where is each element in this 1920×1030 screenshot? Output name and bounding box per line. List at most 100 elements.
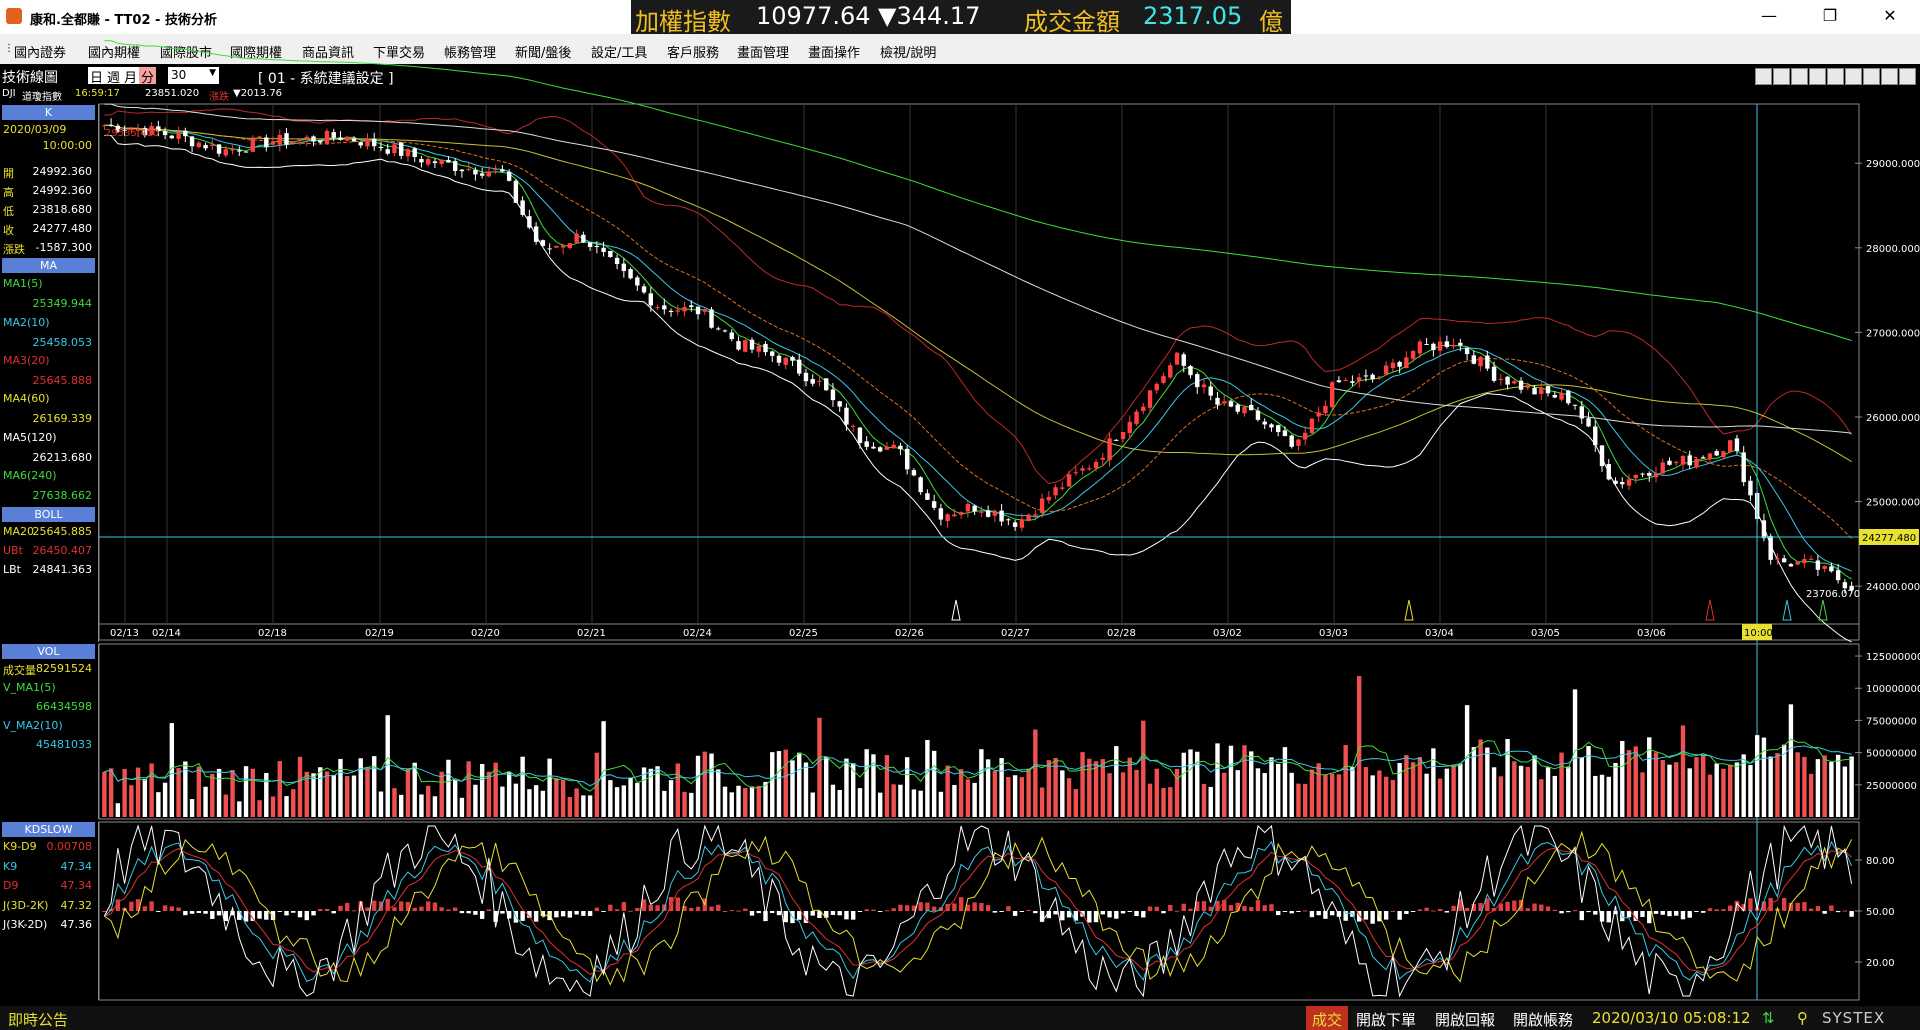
menu-item-domestic-futures[interactable]: 國內期權 bbox=[88, 46, 141, 61]
volume-bar bbox=[1802, 756, 1807, 817]
chart-type-icon[interactable] bbox=[1863, 68, 1880, 85]
candle-body bbox=[473, 169, 478, 175]
candle-body bbox=[378, 146, 384, 148]
candle-body bbox=[264, 137, 269, 148]
period-month[interactable]: 月 bbox=[124, 71, 138, 86]
period-day[interactable]: 日 bbox=[90, 71, 104, 86]
kd-hist-bar bbox=[844, 911, 849, 920]
kd-hist-bar bbox=[1397, 911, 1402, 920]
ticker-amount-label: 成交金額 bbox=[1024, 8, 1120, 36]
k-row-label: 高 bbox=[3, 186, 14, 199]
volume-bar bbox=[574, 788, 579, 817]
volume-bar bbox=[655, 766, 660, 817]
kd-hist-bar bbox=[1647, 911, 1652, 924]
volume-bar bbox=[513, 783, 519, 817]
candle-body bbox=[1228, 401, 1234, 407]
menu-item-domestic-securities[interactable]: 國內證券 bbox=[14, 46, 67, 61]
period-minute[interactable]: 分 bbox=[139, 67, 157, 86]
menu-item-settings[interactable]: 設定/工具 bbox=[591, 46, 648, 61]
menu-item-intl-stocks[interactable]: 國際股市 bbox=[160, 46, 213, 61]
menu-item-screen-ops[interactable]: 畫面操作 bbox=[808, 46, 861, 61]
boll-panel-header: BOLL bbox=[2, 507, 95, 522]
volume-bar bbox=[904, 757, 910, 817]
kd-hist-bar bbox=[1012, 911, 1018, 916]
volume-bar bbox=[749, 786, 755, 817]
volume-bar bbox=[1458, 763, 1463, 817]
candle-body bbox=[1727, 440, 1733, 453]
kd-hist-bar bbox=[311, 911, 316, 916]
volume-bar bbox=[1761, 737, 1767, 817]
kd-hist-bar bbox=[581, 911, 586, 916]
ticker-amount: 2317.05 bbox=[1143, 2, 1243, 30]
volume-bar bbox=[931, 750, 937, 817]
zoom-out-icon[interactable] bbox=[1773, 68, 1790, 85]
kd-hist-bar bbox=[972, 902, 977, 911]
notice-label[interactable]: 即時公告 bbox=[8, 1011, 69, 1029]
zoom-fit-icon[interactable] bbox=[1755, 68, 1772, 85]
volume-bar bbox=[304, 771, 309, 817]
ma2-value: 25458.053 bbox=[32, 336, 93, 349]
candle-body bbox=[877, 447, 883, 452]
menu-item-service[interactable]: 客戶服務 bbox=[667, 46, 720, 61]
interval-select[interactable]: 30 ▼ bbox=[168, 67, 219, 84]
vma2-value: 45481033 bbox=[36, 738, 92, 751]
period-week[interactable]: 週 bbox=[107, 71, 121, 86]
kd-hist-bar bbox=[1674, 911, 1679, 916]
candle-body bbox=[1410, 351, 1416, 359]
candle-body bbox=[1647, 473, 1652, 476]
open-account-button[interactable]: 開啟帳務 bbox=[1513, 1011, 1574, 1029]
search-plus-icon[interactable] bbox=[1845, 68, 1862, 85]
quote-name: 道瓊指數 bbox=[22, 92, 62, 103]
volume-bar bbox=[857, 788, 863, 817]
search-icon[interactable] bbox=[1827, 68, 1844, 85]
price-tick-label: 24000.000 bbox=[1866, 582, 1920, 593]
fills-button[interactable]: 成交 bbox=[1306, 1006, 1349, 1030]
k9-value: 47.34 bbox=[60, 860, 93, 873]
candle-body bbox=[122, 129, 127, 131]
candle-body bbox=[850, 425, 856, 427]
volume-bar bbox=[149, 763, 154, 817]
candle-body bbox=[506, 171, 512, 181]
menu-item-news[interactable]: 新聞/盤後 bbox=[515, 46, 572, 61]
low-label: 23706.070 bbox=[1806, 589, 1860, 600]
candle-body bbox=[1788, 564, 1794, 567]
maximize-button[interactable]: ❐ bbox=[1822, 6, 1838, 25]
ma4-value: 26169.339 bbox=[32, 412, 93, 425]
kd-hist-bar bbox=[533, 911, 539, 922]
menu-item-view-help[interactable]: 檢視/說明 bbox=[880, 46, 937, 61]
volume-bar bbox=[1329, 773, 1335, 817]
menu-item-screen-mgmt[interactable]: 畫面管理 bbox=[737, 46, 790, 61]
close-button[interactable]: ✕ bbox=[1883, 6, 1897, 25]
candle-body bbox=[1060, 487, 1065, 489]
volume-bar bbox=[318, 767, 323, 817]
menu-item-trading[interactable]: 下單交易 bbox=[373, 46, 426, 61]
candle-body bbox=[1491, 366, 1497, 381]
save-icon[interactable] bbox=[1881, 68, 1898, 85]
menu-item-product-info[interactable]: 商品資訊 bbox=[302, 46, 355, 61]
minimize-button[interactable]: — bbox=[1761, 6, 1777, 25]
kd-hist-bar bbox=[1114, 911, 1119, 919]
kd-hist-bar bbox=[1626, 911, 1632, 918]
kd-hist-bar bbox=[1606, 911, 1611, 923]
candle-body bbox=[857, 427, 863, 443]
candle-body bbox=[1316, 412, 1321, 417]
print-icon[interactable] bbox=[1899, 68, 1916, 85]
volume-bar bbox=[844, 758, 849, 817]
candle-body bbox=[486, 171, 492, 177]
menu-item-intl-futures[interactable]: 國際期權 bbox=[230, 46, 283, 61]
kd-axis: 80.00 50.00 20.00 bbox=[1855, 856, 1895, 969]
open-order-button[interactable]: 開啟下單 bbox=[1356, 1011, 1417, 1029]
menu-item-accounts[interactable]: 帳務管理 bbox=[444, 46, 497, 61]
volume-bar bbox=[452, 779, 458, 817]
open-report-button[interactable]: 開啟回報 bbox=[1435, 1011, 1496, 1029]
technical-chart[interactable]: 29000.000 28000.000 27000.000 26000.000 2500… bbox=[0, 0, 1920, 1006]
volume-bar bbox=[783, 749, 788, 817]
candle-body bbox=[1680, 455, 1686, 465]
kd-hist-bar bbox=[641, 899, 647, 911]
date-tick-label: 02/27 bbox=[1001, 628, 1030, 639]
zoom-in-icon[interactable] bbox=[1791, 68, 1808, 85]
date-tick-label: 02/20 bbox=[471, 628, 500, 639]
crosshair-icon[interactable] bbox=[1809, 68, 1826, 85]
kd-hist-bar bbox=[871, 909, 876, 911]
kd-hist-bar bbox=[1552, 909, 1557, 911]
